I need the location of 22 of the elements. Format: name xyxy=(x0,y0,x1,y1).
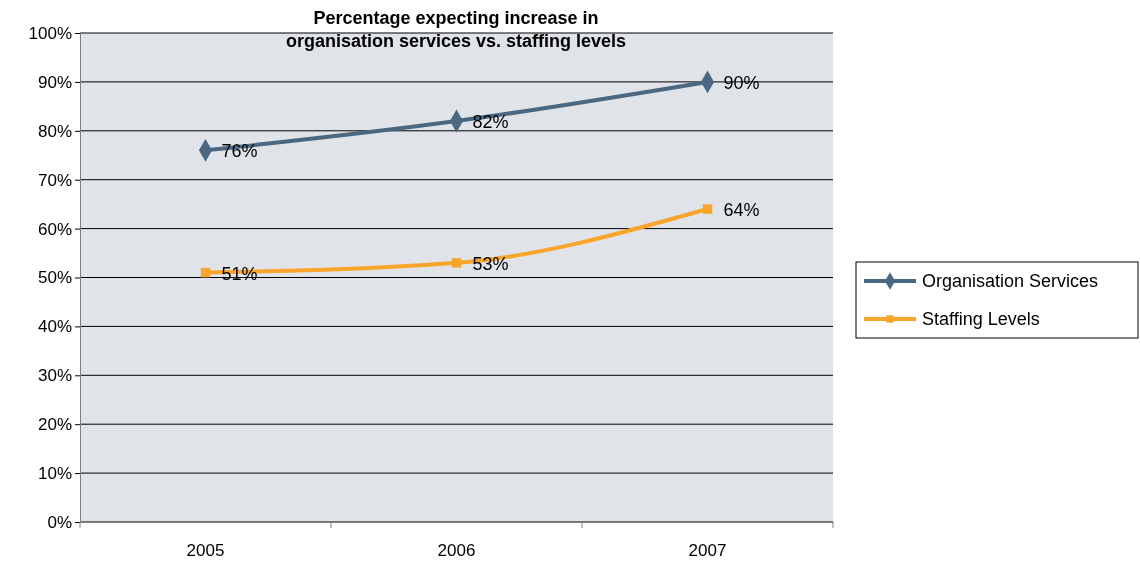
point xyxy=(200,267,211,278)
x-tick-label: 2005 xyxy=(186,541,225,561)
y-tick-label: 0% xyxy=(47,512,72,532)
point xyxy=(451,258,462,268)
text: 82% xyxy=(472,112,509,133)
point xyxy=(702,204,713,214)
legend-label: Staffing Levels xyxy=(922,309,1040,329)
y-tick-label: 90% xyxy=(37,72,72,92)
y-tick-label: 80% xyxy=(37,121,72,141)
legend-label: Organisation Services xyxy=(922,271,1099,291)
x-tick-label: 2006 xyxy=(437,541,476,561)
x-tick-label: 2007 xyxy=(688,541,727,561)
y-tick-label: 40% xyxy=(37,317,72,337)
chart-title: Percentage expecting increase in organisation services vs. staffing levels xyxy=(285,8,627,51)
y-tick-label: 70% xyxy=(37,170,72,190)
y-tick-label: 10% xyxy=(37,464,72,484)
y-tick-label: 30% xyxy=(37,366,72,386)
y-tick-label: 60% xyxy=(37,219,72,239)
y-tick-label: 50% xyxy=(37,268,72,288)
text: 64% xyxy=(723,200,760,221)
y-tick-label: 100% xyxy=(28,23,72,43)
y-tick-label: 20% xyxy=(37,415,72,435)
